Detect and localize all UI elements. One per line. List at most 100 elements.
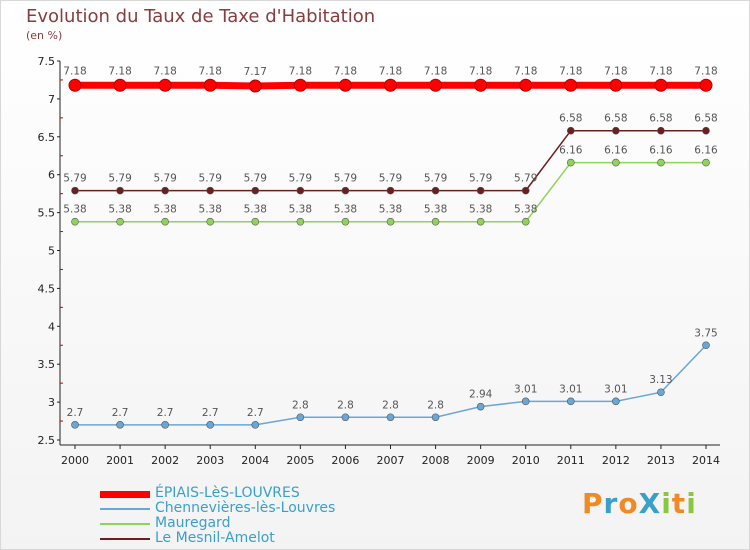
brand-letter: o (618, 487, 639, 520)
y-tick-label: 3 (48, 396, 55, 409)
data-label: 2.8 (292, 399, 309, 411)
brand-logo: ProXiti (582, 487, 697, 520)
data-point (116, 421, 124, 429)
data-point (161, 217, 169, 226)
data-label: 6.58 (604, 113, 627, 125)
data-label: 7.18 (514, 65, 537, 77)
data-label: 5.79 (63, 173, 86, 185)
x-tick-label: 2002 (151, 454, 179, 467)
data-label: 3.75 (694, 327, 717, 339)
data-label: 7.18 (649, 65, 672, 77)
data-point (384, 78, 397, 92)
data-label: 6.16 (694, 145, 718, 157)
x-tick-label: 2013 (647, 454, 675, 467)
brand-letter: t (671, 487, 687, 520)
data-point (68, 78, 82, 92)
data-label: 3.01 (514, 383, 537, 395)
data-point (476, 217, 485, 226)
data-label: 7.18 (334, 65, 357, 77)
data-point (657, 388, 665, 397)
data-label: 7.18 (424, 65, 447, 77)
data-label: 7.18 (199, 65, 222, 77)
x-tick-label: 2007 (377, 454, 405, 467)
data-point (386, 413, 395, 422)
x-tick-label: 2014 (692, 454, 720, 467)
data-point (116, 186, 124, 195)
legend-label: Le Mesnil-Amelot (155, 530, 275, 546)
data-point (113, 78, 127, 92)
brand-letter: i (686, 487, 697, 520)
data-point (702, 341, 710, 350)
data-label: 2.8 (337, 399, 354, 411)
legend-label: Mauregard (155, 515, 231, 531)
data-label: 6.16 (649, 145, 673, 157)
data-point (341, 413, 350, 422)
data-label: 7.18 (379, 65, 402, 77)
data-point (161, 421, 169, 429)
data-label: 5.79 (514, 173, 537, 185)
data-point (116, 217, 124, 226)
series-layer: 2.7 2.7 2.7 2.7 2.7 2.8 2.8 2.8 2.8 2.94 3.01 3.01 3… (63, 65, 718, 429)
data-point (566, 126, 575, 135)
data-label: 5.79 (244, 173, 267, 185)
data-label: 5.38 (379, 204, 402, 216)
data-point (206, 421, 215, 429)
data-label: 5.79 (379, 173, 402, 185)
data-label: 2.8 (382, 399, 399, 411)
data-label: 6.16 (604, 145, 628, 157)
data-point (474, 78, 488, 92)
data-point (206, 217, 215, 226)
data-point (431, 217, 440, 226)
data-point (248, 79, 262, 93)
legend-label: ÉPIAIS-LèS-LOUVRES (155, 485, 300, 501)
data-point (657, 126, 665, 135)
data-point (206, 186, 215, 195)
legend-swatch (100, 490, 150, 498)
x-tick-label: 2010 (512, 454, 540, 467)
data-label: 5.38 (424, 204, 447, 216)
data-label: 5.38 (199, 204, 222, 216)
x-tick-label: 2000 (61, 454, 89, 467)
x-tick-label: 2008 (422, 454, 450, 467)
x-tick-label: 2009 (467, 454, 495, 467)
brand-letter: P (582, 487, 604, 520)
data-label: 7.18 (63, 65, 86, 77)
x-tick-label: 2012 (602, 454, 630, 467)
data-label: 5.79 (469, 173, 492, 185)
legend-swatch (100, 538, 150, 540)
data-label: 5.38 (63, 204, 86, 216)
data-point (341, 186, 350, 195)
data-label: 5.38 (153, 204, 176, 216)
x-tick-label: 2005 (286, 454, 314, 467)
data-point (251, 186, 260, 195)
data-point (702, 126, 710, 135)
data-label: 6.16 (559, 145, 583, 157)
data-point (338, 78, 352, 92)
data-label: 2.8 (427, 399, 444, 411)
data-point (71, 217, 79, 226)
x-tick-label: 2006 (331, 454, 359, 467)
y-tick-label: 6.5 (38, 131, 56, 144)
data-point (293, 78, 307, 92)
data-label: 7.18 (694, 65, 717, 77)
data-point (476, 186, 485, 195)
y-tick-label: 7.5 (38, 55, 56, 68)
data-point (654, 78, 668, 92)
x-tick-label: 2011 (557, 454, 585, 467)
brand-letter: i (661, 487, 672, 520)
data-point (71, 186, 79, 195)
data-point (203, 78, 217, 92)
data-point (161, 186, 169, 195)
x-tick-label: 2001 (106, 454, 134, 467)
data-point (431, 413, 440, 422)
data-label: 5.38 (108, 204, 131, 216)
legend-label: Chennevières-lès-Louvres (155, 500, 336, 516)
chart-title: Evolution du Taux de Taxe d'Habitation (26, 6, 376, 27)
data-point (521, 186, 530, 195)
data-label: 7.18 (289, 65, 312, 77)
data-label: 7.18 (108, 65, 131, 77)
data-point (612, 158, 620, 167)
data-label: 5.79 (199, 173, 222, 185)
series-2: 5.38 5.38 5.38 5.38 5.38 5.38 5.38 5.38 5.38 5.38… (63, 145, 718, 226)
